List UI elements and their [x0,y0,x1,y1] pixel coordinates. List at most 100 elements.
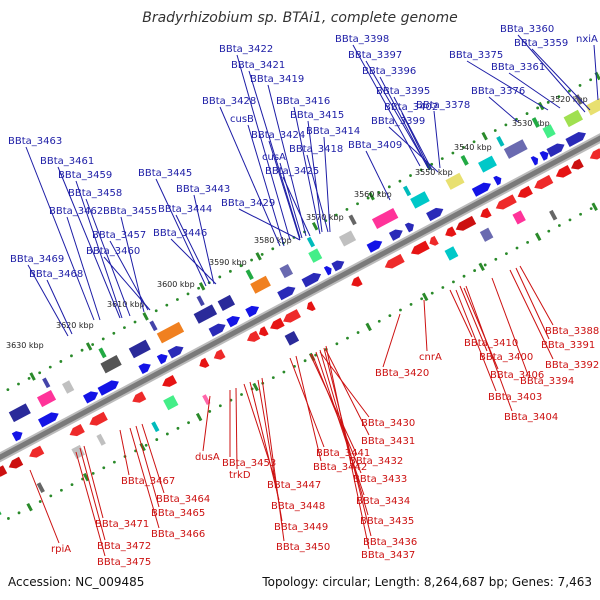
gene-feature [217,294,236,312]
gene-feature [338,230,357,247]
leader-line [531,48,591,111]
genome-backbone [0,133,600,463]
gene-label: BBta_3437 [361,550,415,561]
gene-label: BBta_3458 [68,188,122,199]
gene-label: BBta_3409 [348,140,402,151]
gene-feature [410,240,430,255]
gene-feature [585,97,600,116]
gene-label: BBta_3465 [151,508,205,519]
leader-line [465,285,513,412]
leader-line [325,345,370,550]
leader-line [83,445,104,519]
gene-label: BBta_3466 [151,529,205,540]
gene-feature [546,143,565,158]
leader-line [170,238,217,285]
leader-line [66,216,101,321]
gene-feature [445,172,465,190]
leader-line [379,76,429,169]
gene-label: BBta_3432 [349,456,403,467]
gene-label: BBta_3404 [504,412,558,423]
leader-line [279,162,303,239]
gene-label: dusA [195,452,220,463]
gene-label: BBta_3424 [251,130,305,141]
gene-feature [480,207,492,219]
kbp-tick-label: 3580 kbp [254,236,292,245]
leader-line [267,84,307,237]
gene-label: BBta_3361 [491,62,545,73]
gene-feature [151,421,160,433]
gene-feature [156,353,168,365]
gene-label: cnrA [419,352,442,363]
gene-feature [306,236,316,248]
gene-label: BBta_3453 [222,458,276,469]
leader-line [27,264,69,337]
gene-feature [202,394,211,406]
gene-feature [128,339,151,359]
gene-feature [8,456,24,469]
leader-line [365,60,427,165]
leader-line [261,377,285,542]
gene-feature [531,117,540,128]
kbp-tick-label: 3560 kbp [354,190,392,199]
gene-label: BBta_3419 [250,74,304,85]
gene-label: BBta_3468 [29,269,83,280]
gene-feature [246,330,261,342]
gene-feature [193,304,218,324]
gene-feature [371,207,399,229]
leader-line [295,355,322,462]
gene-label: BBta_3460 [86,246,140,257]
leader-line [315,351,365,496]
kbp-tick-label: 3530 kbp [512,119,550,128]
gene-label: BBta_3375 [449,50,503,61]
gene-label: BBta_3469 [10,254,64,265]
gene-label: BBta_3462 [49,206,103,217]
gene-label: BBta_3403 [488,392,542,403]
leader-line [129,427,160,529]
leader-line [119,429,130,476]
gene-label: BBta_3360 [500,24,554,35]
gene-label: BBta_3399 [371,116,425,127]
gene-feature [479,227,494,242]
leader-line [46,279,73,335]
gene-feature [565,132,586,147]
gene-label: BBta_3416 [276,96,330,107]
gene-label: BBta_3472 [97,541,151,552]
gene-feature [493,175,502,186]
gene-feature [284,330,300,346]
gene-label: BBta_3414 [306,126,360,137]
gene-feature [100,355,122,374]
map-title: Bradyrhizobium sp. BTAi1, complete genom… [142,10,458,26]
kbp-tick-label: 3590 kbp [209,258,247,267]
gene-label: BBta_3391 [541,340,595,351]
gene-label: BBta_3396 [362,66,416,77]
gene-feature [563,109,584,128]
gene-feature [258,326,269,337]
gene-feature [36,389,57,408]
gene-feature [36,482,45,494]
leader-line [79,447,106,541]
gene-label: BBta_3443 [176,184,230,195]
gene-feature [245,269,254,280]
gene-feature [512,210,526,225]
gene-label: BBta_3392 [545,360,599,371]
gene-label: BBta_3410 [464,338,518,349]
kbp-tick-label: 3550 kbp [415,168,453,177]
leader-line [155,178,207,287]
leader-line [141,423,165,494]
leader-line [508,72,561,109]
gene-label: BBta_3388 [545,326,599,337]
gene-feature [503,139,528,159]
gene-feature [199,357,210,368]
gene-feature [0,465,8,477]
leader-line [515,267,550,340]
gene-label: BBta_3402 [384,102,438,113]
accession-text: Accession: NC_009485 [8,575,144,589]
gene-label: BBta_3434 [356,496,410,507]
leader-line [519,265,554,326]
leader-line [236,54,291,241]
gene-feature [283,309,301,323]
gene-label: BBta_3448 [271,501,325,512]
leader-line [423,299,428,352]
gene-feature [270,317,285,330]
